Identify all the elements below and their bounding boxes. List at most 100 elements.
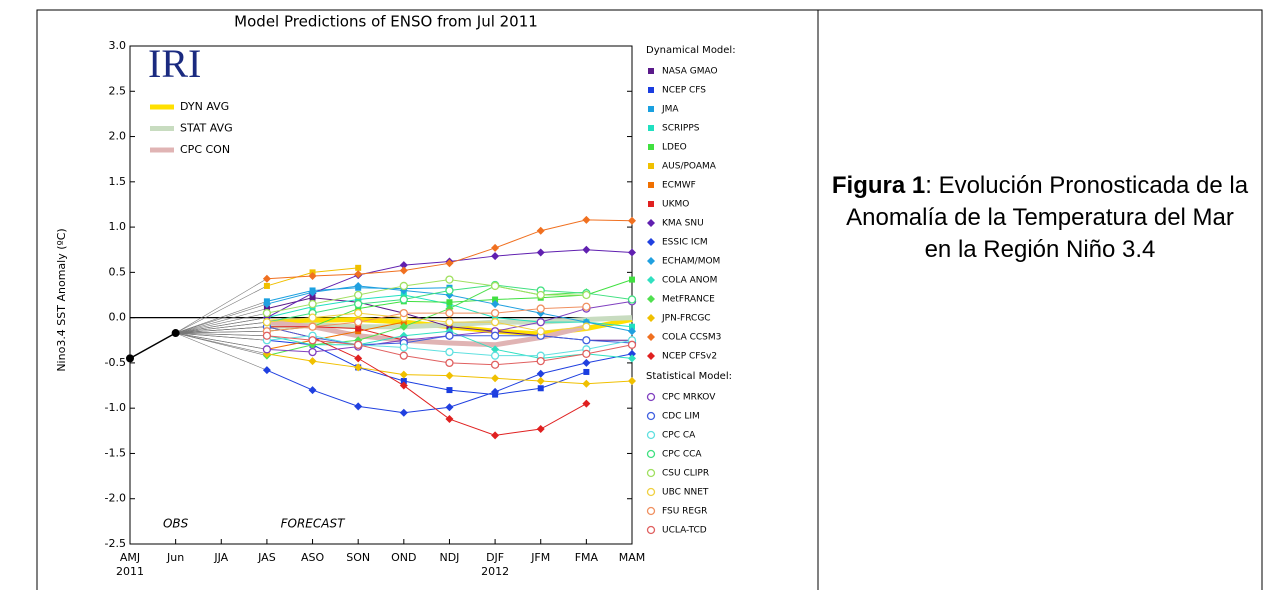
legend-label: UKMO [662,200,689,210]
legend-marker [646,468,656,478]
model-point [354,318,363,327]
model-point [308,336,317,345]
connector [175,278,268,334]
legend-marker [647,276,655,284]
model-point [627,295,637,304]
year-label: 2011 [116,565,144,578]
model-point [308,271,317,280]
model-line [266,306,587,332]
model-point [355,296,362,303]
model-point [582,399,591,408]
model-point [536,304,545,313]
model-point [399,295,408,304]
model-point [400,292,407,298]
model-point [537,385,544,392]
model-point [445,308,454,318]
model-line [266,312,587,332]
connector [175,317,267,334]
model-point [354,363,363,372]
legend-label: CDC LIM [662,412,700,422]
legend-label: JMA [661,105,679,115]
x-tick-label: MAM [619,551,646,564]
y-tick-label: -1.5 [105,446,126,459]
model-point [262,318,272,327]
model-point [582,215,591,224]
legend-label: CPC MRKOV [662,393,716,403]
legend-label: NCEP CFS [662,86,706,96]
legend-title: Dynamical Model: [646,45,736,56]
legend-label: ECMWF [662,181,696,191]
model-point [492,296,499,303]
connector [175,332,267,350]
model-point [629,276,635,283]
model-point [263,282,270,289]
model-point [582,349,591,359]
y-axis-label: Nino3.4 SST Anomaly (ºC) [55,228,68,371]
model-point [446,387,453,394]
model-point [354,340,363,349]
model-point [309,294,316,301]
legend-label: CSU CLIPR [662,469,709,479]
model-point [491,374,500,383]
connector [175,330,267,334]
model-line [266,339,587,396]
model-point [582,290,591,300]
model-point [627,340,637,349]
model-point [399,381,408,390]
legend-marker [647,352,655,360]
model-point [399,266,408,275]
model-point [354,354,363,363]
average-line [266,319,587,348]
x-tick-label: JFM [530,551,550,564]
model-point [399,281,408,291]
legend-marker [648,125,654,131]
model-point [445,259,454,268]
legend-marker [648,68,654,74]
model-point [490,351,500,360]
model-point [354,402,363,411]
y-tick-label: 2.5 [109,84,127,97]
legend-label: CPC CON [180,143,230,156]
y-tick-label: -2.5 [105,537,126,550]
x-tick-label: ASO [301,551,325,564]
y-tick-label: 0.0 [109,311,127,324]
x-tick-label: FMA [575,551,599,564]
caption: Figura 1: Evolución Pronosticada de la A… [830,170,1250,266]
y-tick-label: 1.0 [109,220,127,233]
model-point [536,318,545,327]
legend-marker [647,333,655,341]
model-point [582,336,591,345]
model-point [629,323,635,330]
legend-label: UCLA-TCD [662,526,707,536]
model-line [266,219,633,280]
model-point [308,347,317,357]
legend-marker [646,525,656,535]
legend-label: DYN AVG [180,100,229,113]
model-point [262,345,272,354]
model-point [445,275,454,284]
legend-label: NCEP CFSv2 [662,352,717,362]
model-point [582,302,591,311]
model-point [445,347,454,357]
model-point [308,386,317,395]
model-point [536,327,545,336]
x-tick-label: SON [346,551,370,564]
model-point [491,431,500,440]
observed-point [126,354,134,363]
model-point [262,308,272,318]
caption-text: : Evolución Pronosticada de la Anomalía … [846,172,1249,263]
annotation: FORECAST [281,517,346,531]
model-point [491,252,500,261]
model-point [399,343,408,352]
legend-marker [648,106,654,112]
connector [175,321,267,334]
legend-label: STAT AVG [180,122,233,135]
y-tick-label: -0.5 [105,356,126,369]
legend-marker [648,87,654,93]
model-point [355,305,362,312]
model-point [355,264,362,271]
x-tick-label: OND [391,551,416,564]
legend-marker [647,314,655,322]
y-tick-label: 3.0 [109,39,127,52]
legend-label: ECHAM/MOM [662,257,720,267]
